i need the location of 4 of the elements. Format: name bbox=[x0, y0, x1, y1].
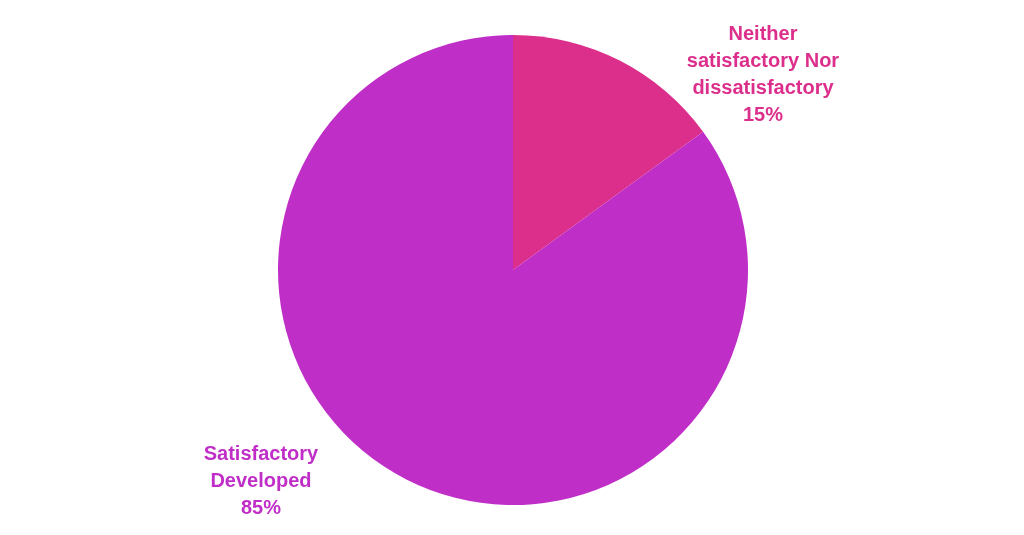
slice-label: Neither satisfactory Nor dissatisfactory bbox=[686, 22, 840, 98]
data-label: 85% bbox=[240, 496, 282, 518]
data-label: 15% bbox=[742, 103, 784, 125]
slice-label: Satisfactory Developed bbox=[203, 442, 320, 491]
